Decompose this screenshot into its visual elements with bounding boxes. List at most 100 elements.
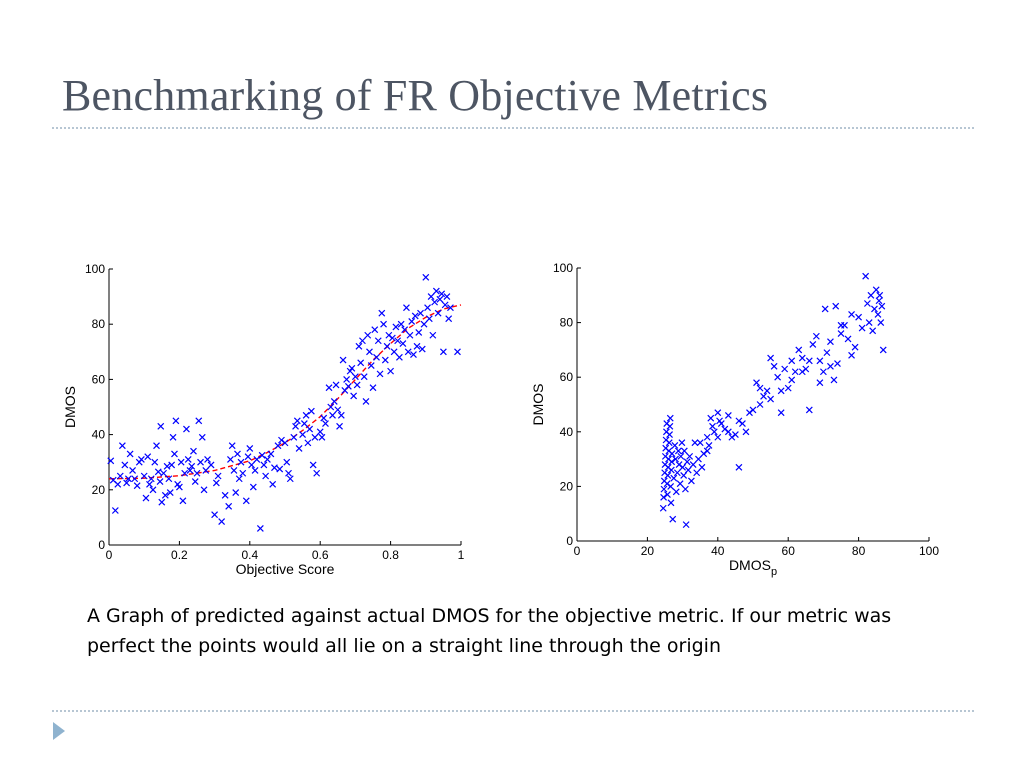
data-point [149, 486, 157, 494]
data-point [821, 305, 829, 313]
data-point [183, 425, 190, 433]
data-point [667, 466, 675, 474]
x-tick-label: 60 [782, 544, 796, 558]
data-point [445, 315, 453, 323]
data-point [200, 486, 208, 494]
data-point [874, 310, 882, 318]
data-point [228, 442, 236, 450]
data-point [202, 467, 210, 474]
data-point [666, 414, 674, 422]
data-point [260, 461, 268, 469]
data-point [311, 433, 319, 441]
data-point [154, 468, 162, 476]
data-point [285, 469, 292, 477]
data-point [863, 300, 871, 307]
data-point [181, 469, 189, 477]
data-point [111, 507, 119, 514]
data-point [166, 489, 174, 496]
data-point [834, 360, 841, 367]
data-point [107, 457, 115, 465]
data-point [731, 431, 739, 438]
data-point [696, 439, 704, 447]
data-point [327, 403, 335, 411]
data-point [684, 466, 692, 474]
data-point [147, 475, 155, 483]
x-tick-label: 0.4 [241, 548, 258, 562]
data-point [415, 329, 423, 336]
data-point [344, 382, 352, 390]
data-point [671, 442, 679, 449]
data-point [781, 365, 789, 373]
data-point [320, 414, 328, 422]
data-point [403, 304, 410, 312]
data-point [359, 337, 366, 345]
data-point [672, 455, 679, 463]
data-point [168, 461, 176, 469]
data-point [126, 450, 134, 458]
data-point [161, 491, 169, 499]
data-point [698, 463, 706, 471]
data-point [436, 295, 444, 303]
slide-title: Benchmarking of FR Objective Metrics [62, 71, 769, 120]
data-point [827, 338, 834, 346]
data-point [441, 301, 449, 309]
data-point [791, 368, 799, 376]
data-point [865, 319, 873, 327]
data-point [380, 320, 387, 328]
data-point [271, 464, 278, 472]
data-point [411, 312, 419, 320]
data-point [121, 461, 129, 469]
data-point [276, 465, 284, 473]
data-point [667, 482, 675, 490]
data-point [848, 351, 855, 359]
data-point [343, 375, 351, 383]
data-point [378, 309, 386, 317]
data-point [735, 463, 743, 471]
data-point [832, 302, 840, 310]
title-divider [52, 127, 974, 129]
x-axis-label-subscript: p [771, 566, 777, 578]
data-point [666, 422, 674, 430]
data-point [374, 337, 382, 345]
data-point [878, 302, 886, 310]
data-point [369, 384, 377, 392]
data-point [823, 349, 831, 357]
data-point [251, 467, 259, 474]
data-point [680, 472, 688, 479]
data-point [258, 451, 266, 459]
data-point [668, 458, 676, 466]
data-point [267, 450, 275, 458]
data-point [169, 433, 177, 441]
data-point [660, 485, 668, 493]
data-point [784, 384, 792, 392]
data-point [693, 469, 701, 477]
chart-objective-score-vs-dmos: 0 0.2 0.4 0.6 0.8 1 0 20 40 60 80 100 Objective Scor… [62, 262, 465, 577]
triangle-right-icon[interactable] [52, 721, 66, 741]
data-point [160, 469, 167, 477]
y-tick-label: 80 [560, 316, 574, 330]
data-point [364, 331, 372, 339]
data-point [429, 331, 437, 339]
data-point [283, 458, 291, 466]
data-point [682, 521, 690, 529]
data-point [709, 422, 716, 430]
data-point [812, 332, 820, 340]
data-point [239, 469, 247, 477]
data-point [193, 469, 201, 477]
data-point [848, 310, 855, 318]
data-point [248, 461, 255, 469]
data-point [325, 384, 333, 392]
data-point [677, 452, 685, 460]
data-point [227, 456, 234, 463]
x-tick-label: 0 [106, 548, 113, 562]
data-point [788, 357, 796, 365]
data-point [306, 425, 314, 433]
data-point [724, 428, 732, 436]
data-point [211, 511, 219, 519]
data-point [142, 494, 150, 502]
data-point [376, 370, 384, 378]
data-point [756, 401, 764, 408]
data-point [795, 346, 803, 354]
y-tick-label: 20 [560, 479, 574, 493]
data-point [424, 304, 431, 312]
